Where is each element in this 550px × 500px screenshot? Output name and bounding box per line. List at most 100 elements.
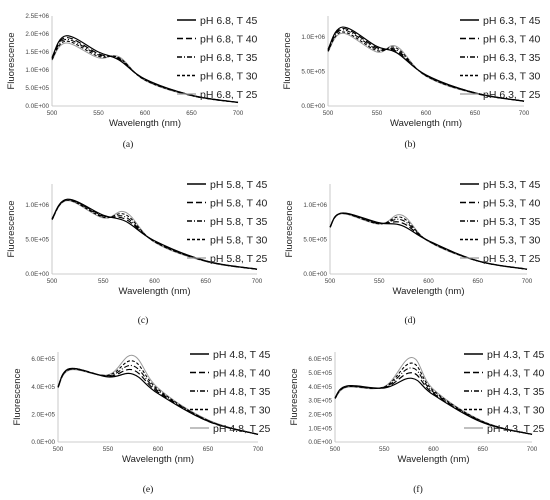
y-tick-label: 1.5E+06 [25,49,49,56]
chart-panel-b: 0.0E+00 5.0E+05 1.0E+06 500 550 600 650 700 Wave… [282,15,541,150]
legend-entry: pH 5.8, T 40 [210,197,268,209]
x-tick-label: 650 [200,278,211,285]
y-tick-label: 3.0E+05 [308,398,332,405]
y-axis-title: Fluorescence [284,200,295,257]
legend-entry: pH 4.8, T 25 [213,423,271,435]
series-line [327,27,525,102]
y-axis-title: Fluorescence [289,368,300,425]
y-tick-label: 4.0E+05 [308,384,332,391]
y-tick-label: 5.0E+05 [25,85,49,92]
legend-entry: pH 6.3, T 45 [483,15,541,27]
y-axis-title: Fluorescence [12,368,23,425]
legend-entry: pH 5.3, T 35 [483,216,541,228]
x-tick-label: 550 [98,278,109,285]
x-axis-title: Wavelength (nm) [119,286,191,297]
series-line [334,377,533,435]
legend-entry: pH 5.8, T 30 [210,234,268,246]
x-tick-label: 500 [330,446,341,453]
legend-entry: pH 6.8, T 40 [200,33,258,45]
legend-entry: pH 4.3, T 35 [487,386,545,398]
x-tick-label: 550 [372,110,383,117]
y-tick-label: 4.0E+05 [31,384,55,391]
x-tick-label: 600 [153,446,164,453]
legend-entry: pH 6.3, T 30 [483,70,541,82]
legend-entry: pH 5.3, T 45 [483,179,541,191]
y-tick-label: 1.0E+05 [308,425,332,432]
x-tick-label: 600 [140,110,151,117]
panel-label: (d) [404,315,415,326]
chart-panel-c: 0.0E+00 5.0E+05 1.0E+06 500 550 600 650 700 Wave… [6,179,268,326]
x-tick-label: 500 [325,278,336,285]
panel-label: (e) [143,484,154,495]
legend-entry: pH 5.3, T 40 [483,197,541,209]
chart-panel-a: 0.0E+00 5.0E+05 1.0E+06 1.5E+06 2.0E+06 2.5E+… [6,13,258,150]
legend-entry: pH 6.8, T 25 [200,89,258,101]
y-tick-label: 2.0E+06 [25,31,49,38]
x-tick-label: 500 [47,110,58,117]
panel-label: (f) [413,484,423,495]
x-tick-label: 700 [519,110,530,117]
legend-entry: pH 4.3, T 30 [487,404,545,416]
x-tick-label: 550 [93,110,104,117]
y-tick-label: 0.0E+00 [25,271,49,278]
y-tick-label: 5.0E+05 [25,237,49,244]
y-tick-label: 2.0E+05 [308,412,332,419]
panel-label: (b) [404,139,415,150]
chart-panel-d: 0.0E+00 5.0E+05 1.0E+06 500 550 600 650 700 Wave… [284,179,541,326]
x-axis-title: Wavelength (nm) [393,286,465,297]
y-tick-label: 0.0E+00 [303,271,327,278]
series-line [51,38,239,103]
chart-panel-e: 0.0E+00 2.0E+05 4.0E+05 6.0E+05 500 550 600 650… [12,349,271,495]
series-line [51,40,239,104]
x-tick-label: 550 [374,278,385,285]
x-tick-label: 700 [233,110,244,117]
legend-entry: pH 4.3, T 40 [487,367,545,379]
y-tick-label: 1.0E+06 [301,34,325,41]
series-line [51,199,258,270]
legend-entry: pH 5.8, T 25 [210,253,268,265]
panel-label: (c) [138,315,149,326]
series-line [327,31,525,102]
legend-entry: pH 4.8, T 45 [213,349,271,361]
y-tick-label: 1.0E+06 [303,202,327,209]
x-tick-label: 600 [428,446,439,453]
y-tick-label: 2.5E+06 [25,13,49,20]
series-line [51,198,258,270]
series-line [57,367,259,435]
x-tick-label: 650 [186,110,197,117]
x-tick-label: 500 [47,278,58,285]
y-tick-label: 0.0E+00 [308,439,332,446]
y-tick-label: 0.0E+00 [31,439,55,446]
x-tick-label: 650 [470,110,481,117]
y-axis-title: Fluorescence [6,200,17,257]
legend: pH 5.3, T 45 pH 5.3, T 40 pH 5.3, T 35 pH 5… [460,179,541,265]
legend-entry: pH 5.3, T 25 [483,253,541,265]
series-line [51,35,239,103]
legend-entry: pH 4.3, T 25 [487,423,545,435]
y-tick-label: 1.0E+06 [25,67,49,74]
x-axis-title: Wavelength (nm) [109,118,181,129]
legend-entry: pH 6.3, T 40 [483,33,541,45]
legend-entry: pH 6.3, T 25 [483,89,541,101]
legend-entry: pH 4.8, T 30 [213,404,271,416]
x-tick-label: 550 [103,446,114,453]
x-axis-title: Wavelength (nm) [122,454,194,465]
legend: pH 5.8, T 45 pH 5.8, T 40 pH 5.8, T 35 pH 5… [187,179,268,265]
series-line [329,212,528,270]
series-line [57,354,259,435]
x-tick-label: 550 [379,446,390,453]
y-tick-label: 0.0E+00 [301,103,325,110]
y-axis-title: Fluorescence [282,32,293,89]
x-tick-label: 700 [253,446,264,453]
y-axis-title: Fluorescence [6,32,17,89]
x-tick-label: 650 [472,278,483,285]
legend-entry: pH 4.8, T 35 [213,386,271,398]
y-tick-label: 0.0E+00 [25,103,49,110]
x-tick-label: 600 [421,110,432,117]
x-tick-label: 600 [149,278,160,285]
series-line [327,26,525,102]
chart-panel-f: 0.0E+00 1.0E+05 2.0E+05 3.0E+05 4.0E+05 5.0E+… [289,349,545,495]
legend-entry: pH 6.3, T 35 [483,52,541,64]
legend: pH 4.8, T 45 pH 4.8, T 40 pH 4.8, T 35 pH 4… [190,349,271,435]
